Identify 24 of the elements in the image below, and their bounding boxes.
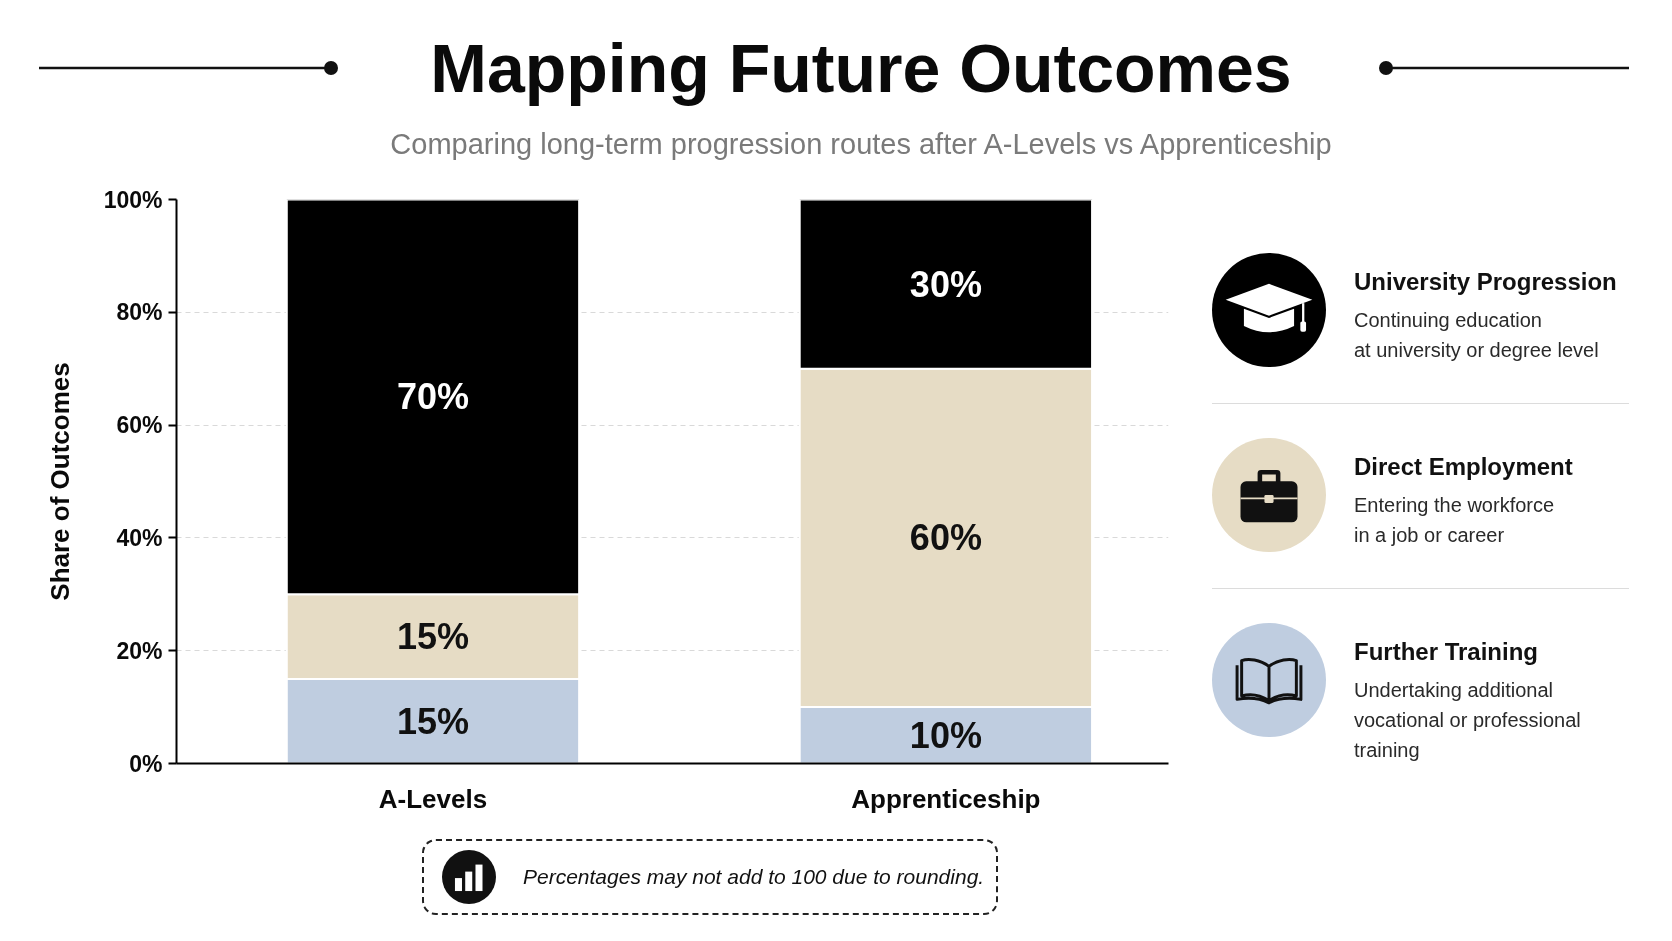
text: Continuing education at university or degree level	[1354, 308, 1599, 363]
data-label: 60%	[909, 517, 982, 559]
y-tick-label: 0%	[129, 750, 163, 777]
y-tick-label: 80%	[116, 299, 163, 326]
y-tick-label: 40%	[116, 524, 163, 551]
y-tick-label: 100%	[103, 186, 163, 213]
text: Entering the workforce in a job or career	[1354, 493, 1555, 548]
data-label: 30%	[909, 263, 982, 305]
x-tick-label: Apprenticeship	[851, 783, 1041, 814]
chart-subtitle: Comparing long-term progression routes after A-Levels vs Apprenticeship	[390, 128, 1332, 160]
chart-title: Mapping Future Outcomes	[430, 30, 1292, 106]
y-tick-label: 20%	[116, 637, 163, 664]
text: Direct Employment	[1354, 452, 1573, 482]
x-tick-label: A-Levels	[378, 783, 488, 814]
data-label: 15%	[396, 700, 469, 742]
data-label: 70%	[396, 376, 469, 418]
text: University Progression	[1354, 267, 1617, 297]
text: Undertaking additional vocational or professional training	[1354, 678, 1581, 763]
text: Percentages may not add to 100 due to rounding.	[523, 864, 985, 890]
data-label: 15%	[396, 616, 469, 658]
y-tick-label: 60%	[116, 412, 163, 439]
data-label: 10%	[909, 714, 982, 756]
text: Further Training	[1354, 637, 1539, 667]
y-axis-title: Share of Outcomes	[44, 362, 75, 601]
